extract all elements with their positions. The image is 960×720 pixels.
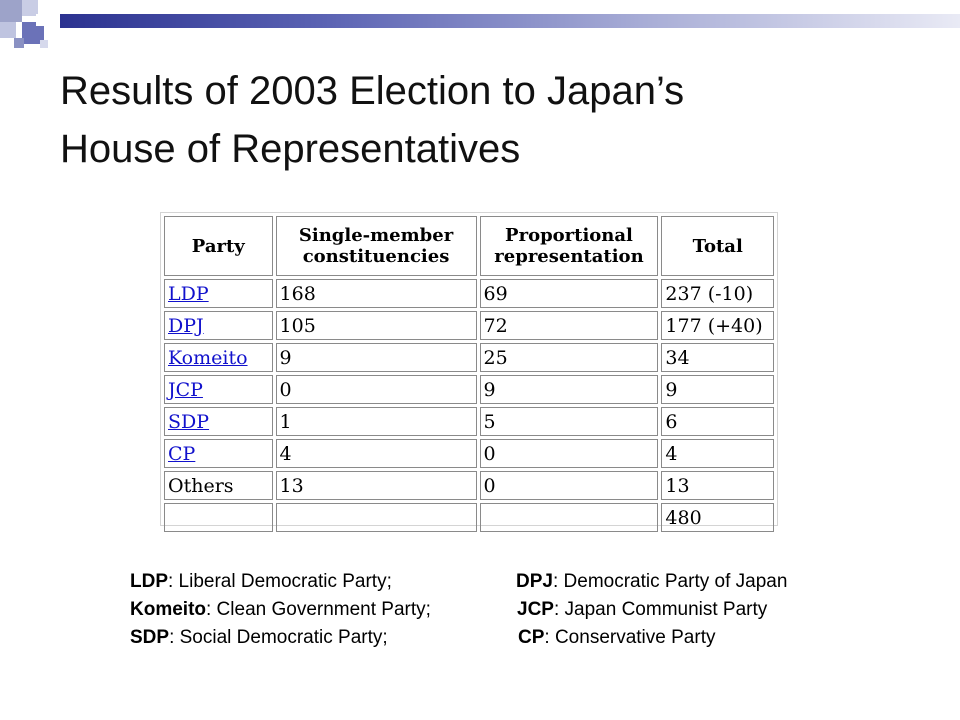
cell-party: LDP [164,279,273,308]
decor-square [22,0,38,16]
cell-single-member: 105 [275,311,477,340]
legend-left: LDP: Liberal Democratic Party; [130,568,392,596]
legend-abbr: CP [518,627,545,648]
legend-text: : Clean Government Party; [206,599,431,620]
legend-row: LDP: Liberal Democratic Party; DPJ: Demo… [130,568,930,596]
table-row: DPJ 105 72 177 (+40) [164,311,774,340]
cell-single-member: 13 [275,471,477,500]
legend-right: CP: Conservative Party [518,624,715,652]
cell-single-member: 0 [275,375,477,404]
cell-total: 480 [661,503,774,532]
table-row: Komeito 9 25 34 [164,343,774,372]
decor-square [14,38,24,48]
legend-row: SDP: Social Democratic Party; CP: Conser… [130,624,930,652]
legend-text: : Japan Communist Party [553,599,768,620]
table-header-row: Party Single-member constituencies Propo… [164,216,774,276]
party-label: Others [168,474,234,497]
table-row: JCP 0 9 9 [164,375,774,404]
column-header-party: Party [164,216,273,276]
legend-abbr: JCP [517,599,554,620]
cell-single-member: 1 [275,407,477,436]
table-row: SDP 1 5 6 [164,407,774,436]
abbreviation-legend: LDP: Liberal Democratic Party; DPJ: Demo… [130,568,930,652]
table-row: CP 4 0 4 [164,439,774,468]
cell-total: 9 [661,375,774,404]
legend-abbr: LDP [130,571,168,592]
cell-party: Others [164,471,273,500]
legend-left: Komeito: Clean Government Party; [130,596,431,624]
column-header-proportional: Proportional representation [479,216,659,276]
results-table-panel: Party Single-member constituencies Propo… [160,212,778,532]
slide-title: Results of 2003 Election to Japan’s Hous… [60,62,920,178]
decor-square [36,14,48,26]
table-body: LDP 168 69 237 (-10) DPJ 105 72 177 (+40) Komeit… [164,279,774,532]
slide-title-line-1: Results of 2003 Election to Japan’s [60,69,685,113]
cell-proportional: 5 [479,407,659,436]
legend-text: : Social Democratic Party; [169,627,388,648]
cell-total: 6 [661,407,774,436]
table-row: Others 13 0 13 [164,471,774,500]
legend-right: JCP: Japan Communist Party [517,596,767,624]
cell-proportional: 9 [479,375,659,404]
cell-proportional: 69 [479,279,659,308]
cell-total: 177 (+40) [661,311,774,340]
decor-square [0,0,22,22]
legend-text: : Democratic Party of Japan [552,571,788,592]
decor-square [0,22,16,38]
column-header-single-member: Single-member constituencies [275,216,477,276]
cell-party: Komeito [164,343,273,372]
slide-title-line-2: House of Representatives [60,127,521,171]
cell-proportional: 72 [479,311,659,340]
legend-text: : Liberal Democratic Party; [168,571,392,592]
legend-row: Komeito: Clean Government Party; JCP: Ja… [130,596,930,624]
legend-left: SDP: Social Democratic Party; [130,624,388,652]
cell-proportional [479,503,659,532]
cell-total: 4 [661,439,774,468]
cell-single-member: 168 [275,279,477,308]
cell-single-member: 9 [275,343,477,372]
legend-right: DPJ: Democratic Party of Japan [516,568,787,596]
cell-total: 13 [661,471,774,500]
party-link-cp[interactable]: CP [168,442,196,465]
cell-proportional: 25 [479,343,659,372]
legend-text: : Conservative Party [544,627,716,648]
party-link-jcp[interactable]: JCP [168,378,203,401]
column-header-total: Total [661,216,774,276]
cell-proportional: 0 [479,439,659,468]
party-link-komeito[interactable]: Komeito [168,346,248,369]
cell-single-member [275,503,477,532]
cell-party [164,503,273,532]
results-table: Party Single-member constituencies Propo… [161,213,777,535]
cell-party: DPJ [164,311,273,340]
decor-square [40,40,48,48]
table-row: 480 [164,503,774,532]
cell-party: SDP [164,407,273,436]
decor-square [22,22,44,44]
cell-party: CP [164,439,273,468]
cell-party: JCP [164,375,273,404]
party-link-ldp[interactable]: LDP [168,282,209,305]
legend-abbr: SDP [130,627,170,648]
cell-proportional: 0 [479,471,659,500]
party-link-dpj[interactable]: DPJ [168,314,204,337]
header-gradient-bar [60,14,960,28]
table-row: LDP 168 69 237 (-10) [164,279,774,308]
cell-single-member: 4 [275,439,477,468]
cell-total: 237 (-10) [661,279,774,308]
cell-total: 34 [661,343,774,372]
party-link-sdp[interactable]: SDP [168,410,210,433]
legend-abbr: Komeito [130,599,206,620]
legend-abbr: DPJ [516,571,553,592]
